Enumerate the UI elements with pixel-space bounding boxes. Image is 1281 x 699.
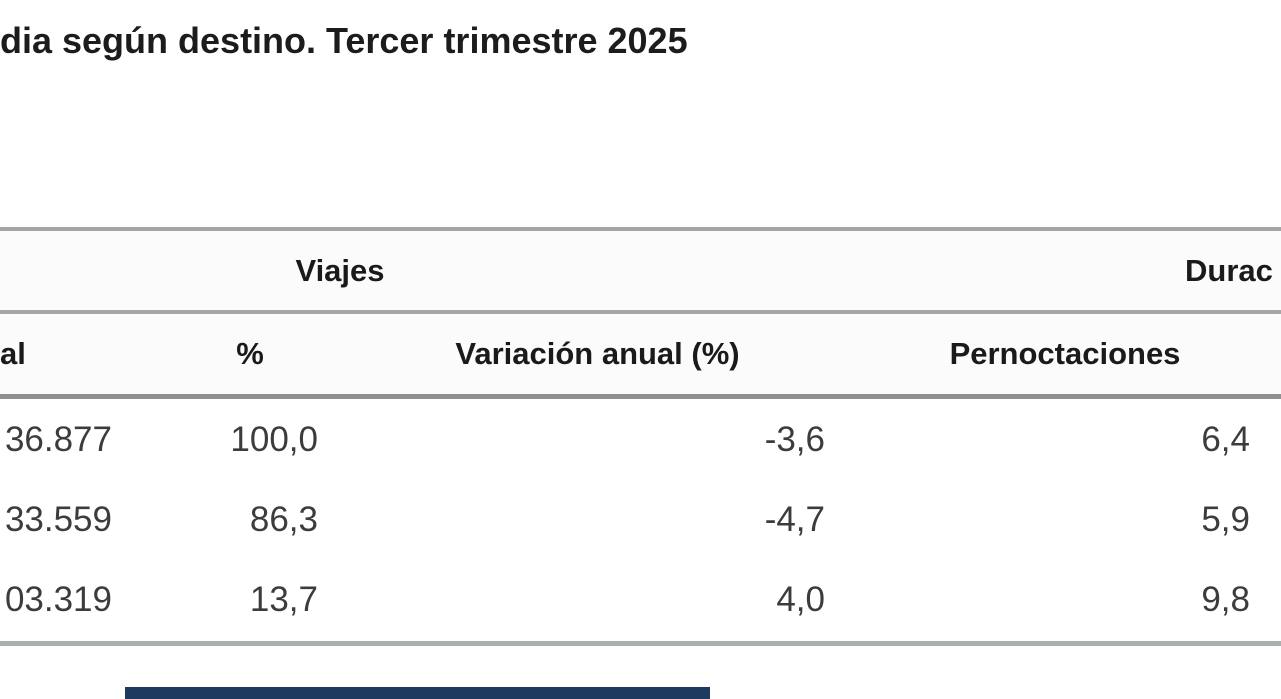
cell-percent: 100,0 [230,420,318,459]
column-header-percent: % [236,336,264,371]
table-row: 36.877 100,0 -3,6 6,4 [0,400,1281,480]
column-header-pernoctaciones: Pernoctaciones [949,336,1181,371]
cell-total: 33.559 [4,500,112,539]
table-bottom-border [0,641,1281,646]
table-header-separator [0,310,1281,314]
cell-percent: 13,7 [249,580,318,619]
table-subheader-separator [0,394,1281,399]
cell-pernoctaciones: 6,4 [1201,420,1250,459]
table-group-header-band [0,231,1281,310]
cell-pernoctaciones: 9,8 [1201,580,1250,619]
cell-pernoctaciones: 5,9 [1201,500,1250,539]
table-top-border [0,227,1281,231]
cell-variacion: 4,0 [776,580,825,619]
table-row: 33.559 86,3 -4,7 5,9 [0,480,1281,560]
table-column-header-band [0,314,1281,394]
cell-total: 03.319 [4,580,112,619]
column-header-total: al [0,336,26,371]
column-header-variacion-anual: Variación anual (%) [455,336,740,371]
horizontal-scrollbar-thumb[interactable] [125,687,710,699]
cell-percent: 86,3 [249,500,318,539]
table-row: 03.319 13,7 4,0 9,8 [0,560,1281,640]
group-header-viajes: Viajes [295,253,385,288]
cell-variacion: -4,7 [764,500,825,539]
group-header-duracion: Durac [1185,253,1273,288]
cell-total: 36.877 [4,420,112,459]
cell-variacion: -3,6 [764,420,825,459]
page-title: dia según destino. Tercer trimestre 2025 [0,20,688,61]
